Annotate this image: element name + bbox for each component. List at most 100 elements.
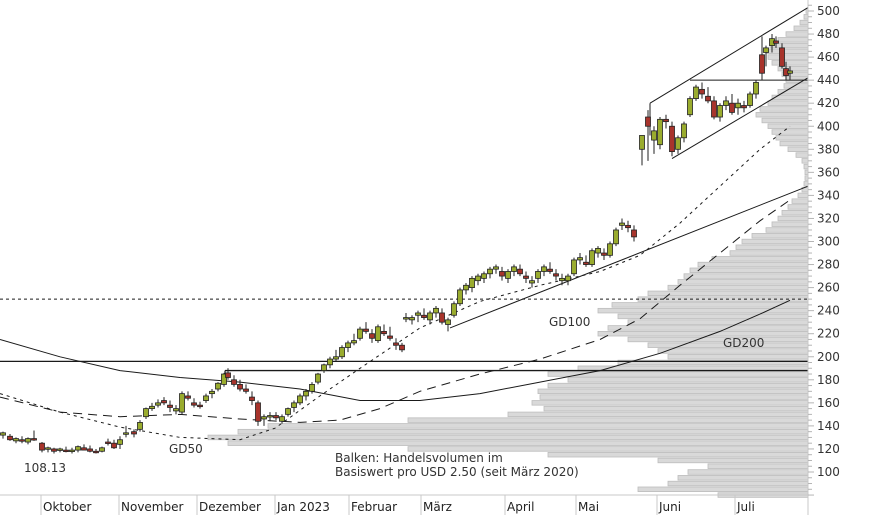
candle [303, 389, 309, 401]
candle [463, 282, 469, 295]
y-tick-label: 440 [817, 73, 840, 87]
candle [179, 391, 185, 415]
y-axis-ticks: 100 120 140 160 180 200 220 240 260 280 300 320 340 3… [808, 4, 840, 496]
support-trend-line [449, 185, 809, 329]
volume-bar [407, 417, 809, 423]
x-tick-label: November [121, 500, 183, 514]
candle [565, 273, 571, 286]
candle [409, 315, 415, 325]
volume-bar [657, 457, 809, 464]
candle [333, 349, 339, 362]
volume-bar [771, 129, 809, 135]
candle [529, 276, 535, 288]
candle [51, 447, 57, 454]
candle [651, 126, 657, 154]
volume-bar [755, 112, 809, 118]
candle [535, 269, 541, 283]
candle [511, 264, 517, 277]
candle [167, 400, 173, 413]
y-tick-label: 300 [817, 235, 840, 249]
candle [13, 437, 19, 444]
y-tick-label: 220 [817, 327, 840, 341]
y-tick-label: 240 [817, 304, 840, 318]
candle [161, 397, 167, 406]
candle [469, 276, 475, 293]
volume-bar [667, 354, 809, 360]
x-tick-label: Jan 2023 [276, 500, 330, 514]
volume-bar [751, 233, 809, 239]
volume-bar [677, 279, 809, 285]
volume-bar [795, 152, 809, 158]
volume-bar [537, 388, 809, 395]
volume-bar [697, 261, 809, 268]
candle [759, 36, 765, 81]
candle [243, 384, 249, 394]
candle [553, 269, 559, 281]
volume-bar [547, 452, 809, 458]
candle [375, 324, 381, 343]
candle [487, 266, 493, 279]
volume-profile-bars [207, 8, 809, 498]
candle [387, 326, 393, 341]
candle [327, 356, 333, 369]
volume-bar [683, 273, 809, 279]
y-tick-label: 400 [817, 119, 840, 133]
x-tick-label: Dezember [199, 500, 261, 514]
candle [363, 322, 369, 334]
candle [75, 445, 81, 453]
x-tick-label: März [423, 500, 452, 514]
candle [63, 446, 69, 453]
volume-bar [741, 238, 809, 245]
candle [625, 220, 631, 233]
y-tick-label: 360 [817, 165, 840, 179]
y-tick-label: 380 [817, 142, 840, 156]
y-tick-label: 460 [817, 50, 840, 64]
candle [39, 442, 45, 453]
y-tick-label: 120 [817, 442, 840, 456]
volume-note-line1: Balken: Handelsvolumen im [335, 451, 503, 465]
candle [81, 444, 87, 451]
y-tick-label: 100 [817, 465, 840, 479]
candle [645, 110, 651, 161]
candle [541, 264, 547, 277]
candle [99, 446, 105, 453]
candle [369, 329, 375, 343]
candle [0, 431, 6, 439]
candle [137, 420, 143, 432]
candle [427, 310, 433, 325]
y-tick-label: 500 [817, 4, 840, 18]
volume-bar [761, 117, 809, 124]
candle [481, 271, 487, 283]
gd100-label: GD100 [549, 315, 590, 329]
x-axis-ticks: Oktober November Dezember Jan 2023 Februar Mä… [40, 495, 755, 515]
candle [7, 433, 13, 441]
volume-bar [793, 25, 809, 31]
volume-bar [267, 423, 809, 429]
candle [309, 382, 315, 394]
volume-bar [237, 428, 809, 435]
volume-bar [597, 330, 809, 337]
candle [261, 414, 267, 426]
candle [711, 96, 717, 120]
candle [773, 36, 779, 48]
y-tick-label: 340 [817, 188, 840, 202]
y-tick-label: 320 [817, 211, 840, 225]
trend-lines [449, 7, 809, 329]
candle [173, 405, 179, 415]
volume-bar [539, 394, 809, 400]
candle [415, 310, 421, 323]
volume-bar [777, 215, 809, 222]
volume-bar [771, 221, 809, 227]
candle [613, 227, 619, 247]
candle [225, 368, 231, 380]
x-tick-label: Juni [658, 500, 681, 514]
candle [87, 445, 93, 453]
volume-bar [207, 434, 809, 441]
candle [357, 326, 363, 341]
candle [155, 399, 161, 408]
volume-bar [707, 463, 809, 469]
candle [381, 324, 387, 337]
candle [741, 100, 747, 113]
volume-bar [227, 440, 809, 446]
y-tick-label: 180 [817, 373, 840, 387]
